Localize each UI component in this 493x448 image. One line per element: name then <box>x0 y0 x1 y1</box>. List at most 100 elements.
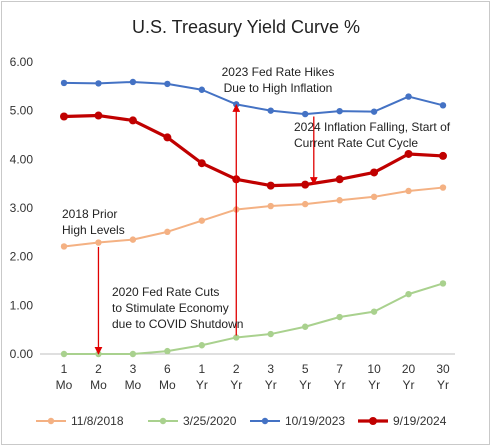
data-point <box>370 193 378 201</box>
axes: 0.00 1.00 2.00 3.00 4.00 5.00 6.00 1 Mo 2 Mo 3 Mo 6 Mo… <box>10 55 455 392</box>
legend-label: 3/25/2020 <box>183 414 237 428</box>
data-point <box>129 236 137 243</box>
series-layer <box>60 78 447 358</box>
x-tick-label: 1 <box>61 362 68 376</box>
y-tick-label: 5.00 <box>10 104 34 118</box>
annotation-4: 2020 Fed Rate Cuts to Stimulate Economy du… <box>112 285 243 331</box>
data-point <box>405 93 412 100</box>
y-tick-label: 0.00 <box>10 347 34 361</box>
y-tick-label: 3.00 <box>10 201 34 215</box>
annotation-text: 2020 Fed Rate Cuts <box>112 285 219 299</box>
data-point <box>370 108 378 115</box>
data-point <box>301 110 309 118</box>
data-point <box>439 280 447 287</box>
x-tick-label: Yr <box>334 378 346 392</box>
data-point <box>336 313 343 321</box>
legend-label: 10/19/2023 <box>285 414 345 428</box>
data-point <box>336 197 343 204</box>
series-2 <box>60 280 447 358</box>
legend-swatch-marker <box>47 417 55 425</box>
x-tick-label: Yr <box>437 378 449 392</box>
x-tick-label: 6 <box>164 362 171 376</box>
legend-item: 10/19/2023 <box>250 414 345 428</box>
series-line <box>63 186 444 248</box>
data-point <box>266 181 275 190</box>
x-tick-label: 3 <box>267 362 274 376</box>
annotation-text: High Levels <box>62 223 125 237</box>
legend-item: 9/19/2024 <box>358 414 447 428</box>
x-tick-label: 3 <box>130 362 137 376</box>
x-tick-label: Yr <box>196 378 208 392</box>
data-point <box>198 217 206 224</box>
annotation-text: Due to High Inflation <box>224 81 333 95</box>
annotation-layer: 2023 Fed Rate Hikes Due to High Inflation… <box>62 65 451 331</box>
data-point <box>129 78 137 86</box>
x-tick-label: 1 <box>198 362 205 376</box>
data-point <box>164 228 171 236</box>
data-point <box>267 330 274 338</box>
x-tick-label: 2 <box>233 362 240 376</box>
data-point <box>128 116 137 125</box>
x-tick-label: 7 <box>336 362 343 376</box>
series-line <box>64 282 444 355</box>
x-tick-label: Mo <box>56 378 73 392</box>
x-tick-label: Yr <box>299 378 311 392</box>
series-3 <box>60 78 447 118</box>
data-point <box>129 350 137 358</box>
annotation-1: 2023 Fed Rate Hikes Due to High Inflation <box>222 65 335 95</box>
annotation-2: 2024 Inflation Falling, Start of Current … <box>294 120 451 150</box>
data-point <box>301 180 310 189</box>
data-point <box>95 80 102 87</box>
data-point <box>164 347 171 355</box>
data-point <box>198 86 206 93</box>
data-point <box>60 112 68 121</box>
data-point <box>439 151 447 160</box>
x-tick-label: Yr <box>230 378 242 392</box>
data-point <box>405 187 412 195</box>
x-tick-label: 5 <box>302 362 309 376</box>
legend-label: 9/19/2024 <box>393 414 447 428</box>
series-line <box>63 80 444 116</box>
legend-item: 11/8/2018 <box>36 414 124 428</box>
series-4 <box>60 111 447 190</box>
data-point <box>370 168 379 177</box>
y-tick-label: 6.00 <box>10 55 34 69</box>
data-point <box>335 175 344 184</box>
annotation-text: 2024 Inflation Falling, Start of <box>294 120 451 134</box>
series-line <box>63 113 444 188</box>
data-point <box>267 202 274 210</box>
x-tick-label: Yr <box>368 378 380 392</box>
legend-label: 11/8/2018 <box>71 414 124 428</box>
x-tick-label: Yr <box>265 378 277 392</box>
annotation-text: 2023 Fed Rate Hikes <box>222 65 335 79</box>
x-tick-label: Yr <box>403 378 415 392</box>
legend-swatch-marker <box>369 417 377 425</box>
annotation-3: 2018 Prior High Levels <box>62 207 125 237</box>
y-tick-label: 2.00 <box>10 250 34 264</box>
data-point <box>95 239 102 246</box>
y-tick-label: 4.00 <box>10 152 34 166</box>
data-point <box>198 342 206 349</box>
x-tick-label: 10 <box>367 362 381 376</box>
data-point <box>404 149 413 158</box>
data-point <box>233 334 240 341</box>
data-point <box>94 111 103 120</box>
x-tick-label: Mo <box>125 378 142 392</box>
data-point <box>163 133 172 142</box>
data-point <box>439 184 447 191</box>
y-tick-label: 1.00 <box>10 298 34 312</box>
data-point <box>60 79 68 87</box>
x-tick-label: Mo <box>159 378 176 392</box>
data-point <box>60 350 68 358</box>
data-point <box>267 107 274 114</box>
annotation-text: to Stimulate Economy <box>112 301 229 315</box>
annotation-text: due to COVID Shutdown <box>112 317 243 331</box>
x-tick-label: 2 <box>95 362 102 376</box>
legend-swatch-marker <box>261 417 269 425</box>
chart-title: U.S. Treasury Yield Curve % <box>132 17 360 37</box>
data-point <box>197 159 206 168</box>
data-point <box>301 323 309 330</box>
data-point <box>405 290 412 298</box>
annotation-text: Current Rate Cut Cycle <box>294 136 418 150</box>
